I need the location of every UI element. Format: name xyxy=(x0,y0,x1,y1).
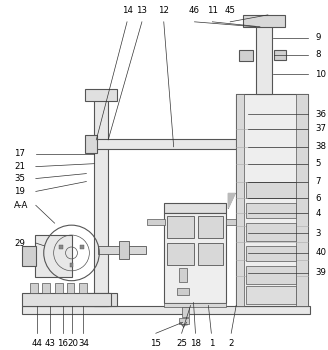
Bar xyxy=(85,293,117,306)
Text: 25: 25 xyxy=(176,339,187,348)
Text: 35: 35 xyxy=(14,174,25,183)
Bar xyxy=(177,288,189,295)
Bar xyxy=(256,25,272,94)
Bar xyxy=(198,216,223,238)
Text: 40: 40 xyxy=(316,248,326,258)
Text: 37: 37 xyxy=(316,125,326,133)
Bar xyxy=(239,50,253,62)
Bar xyxy=(164,213,226,302)
Bar xyxy=(246,246,296,261)
Text: A-A: A-A xyxy=(14,201,28,210)
Text: 34: 34 xyxy=(78,339,89,348)
Bar xyxy=(85,89,117,101)
Bar xyxy=(35,235,72,277)
Bar xyxy=(70,263,73,267)
Text: 17: 17 xyxy=(14,149,25,158)
Bar xyxy=(59,245,63,249)
Bar xyxy=(22,246,36,266)
Bar xyxy=(226,219,236,225)
Text: 12: 12 xyxy=(158,6,169,15)
Bar xyxy=(274,50,286,60)
Bar xyxy=(42,283,50,293)
Text: 38: 38 xyxy=(316,142,326,151)
Bar xyxy=(96,139,248,149)
Text: 13: 13 xyxy=(136,6,147,15)
Text: 29: 29 xyxy=(14,238,25,247)
Text: 44: 44 xyxy=(31,339,42,348)
Text: 4: 4 xyxy=(316,209,321,218)
Text: 21: 21 xyxy=(14,162,25,171)
Text: 1: 1 xyxy=(209,339,214,348)
Text: 43: 43 xyxy=(44,339,55,348)
Bar xyxy=(296,94,308,306)
Text: 8: 8 xyxy=(316,50,321,59)
Bar xyxy=(80,245,84,249)
Text: 14: 14 xyxy=(122,6,133,15)
Bar xyxy=(164,203,226,213)
Bar xyxy=(164,302,226,308)
Bar xyxy=(246,286,296,303)
Text: 15: 15 xyxy=(150,339,161,348)
Bar xyxy=(179,318,189,324)
Bar xyxy=(98,246,146,254)
Bar xyxy=(236,94,244,306)
Text: 3: 3 xyxy=(316,229,321,238)
Text: 19: 19 xyxy=(14,187,25,196)
Bar xyxy=(30,283,38,293)
Bar xyxy=(119,241,129,259)
Text: 36: 36 xyxy=(316,110,326,119)
Bar xyxy=(167,243,194,265)
Bar xyxy=(167,216,194,238)
Text: 18: 18 xyxy=(190,339,201,348)
Bar xyxy=(147,219,165,225)
Text: 2: 2 xyxy=(228,339,234,348)
Text: 39: 39 xyxy=(316,268,326,277)
Bar xyxy=(246,223,296,241)
Bar xyxy=(246,266,296,284)
Bar xyxy=(55,283,63,293)
Text: 5: 5 xyxy=(316,159,321,168)
Bar xyxy=(179,268,187,282)
Bar xyxy=(22,293,111,306)
Text: 9: 9 xyxy=(316,33,321,42)
Bar xyxy=(182,308,189,317)
Text: 16: 16 xyxy=(57,339,68,348)
Text: 20: 20 xyxy=(67,339,78,348)
Bar xyxy=(67,283,74,293)
Bar xyxy=(198,243,223,265)
Text: 7: 7 xyxy=(316,177,321,186)
Text: 46: 46 xyxy=(189,6,200,15)
Bar xyxy=(22,306,310,314)
Bar xyxy=(236,94,308,306)
Text: 6: 6 xyxy=(316,194,321,203)
Bar xyxy=(85,135,97,153)
Bar xyxy=(79,283,87,293)
Bar xyxy=(246,182,296,198)
Bar xyxy=(94,94,108,306)
Bar xyxy=(243,15,285,27)
Text: 45: 45 xyxy=(225,6,236,15)
Text: 11: 11 xyxy=(207,6,218,15)
Polygon shape xyxy=(228,194,235,208)
Bar xyxy=(246,203,296,218)
Text: 10: 10 xyxy=(316,70,326,79)
